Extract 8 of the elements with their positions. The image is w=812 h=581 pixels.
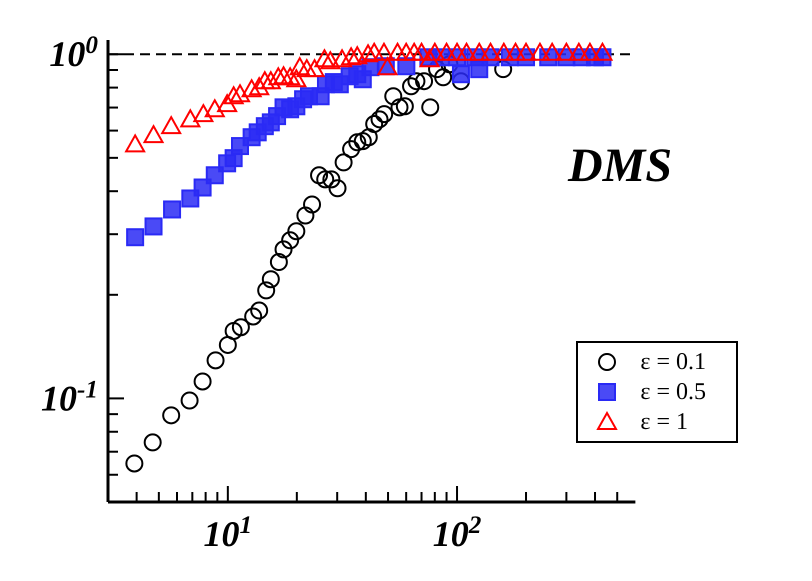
legend-label: ε = 0.1 [640,348,706,377]
y-tick-label: 10$^{0}$ [49,32,98,74]
x-tick-label: 10$^{2}$ [432,512,482,554]
legend-label: ε = 1 [640,408,688,437]
y-tick-label: 10$^{-1}$ [41,376,98,418]
annotation: DMS [568,138,672,193]
legend-label: ε = 0.5 [640,378,706,407]
x-tick-label: 10$^{1}$ [204,512,252,554]
